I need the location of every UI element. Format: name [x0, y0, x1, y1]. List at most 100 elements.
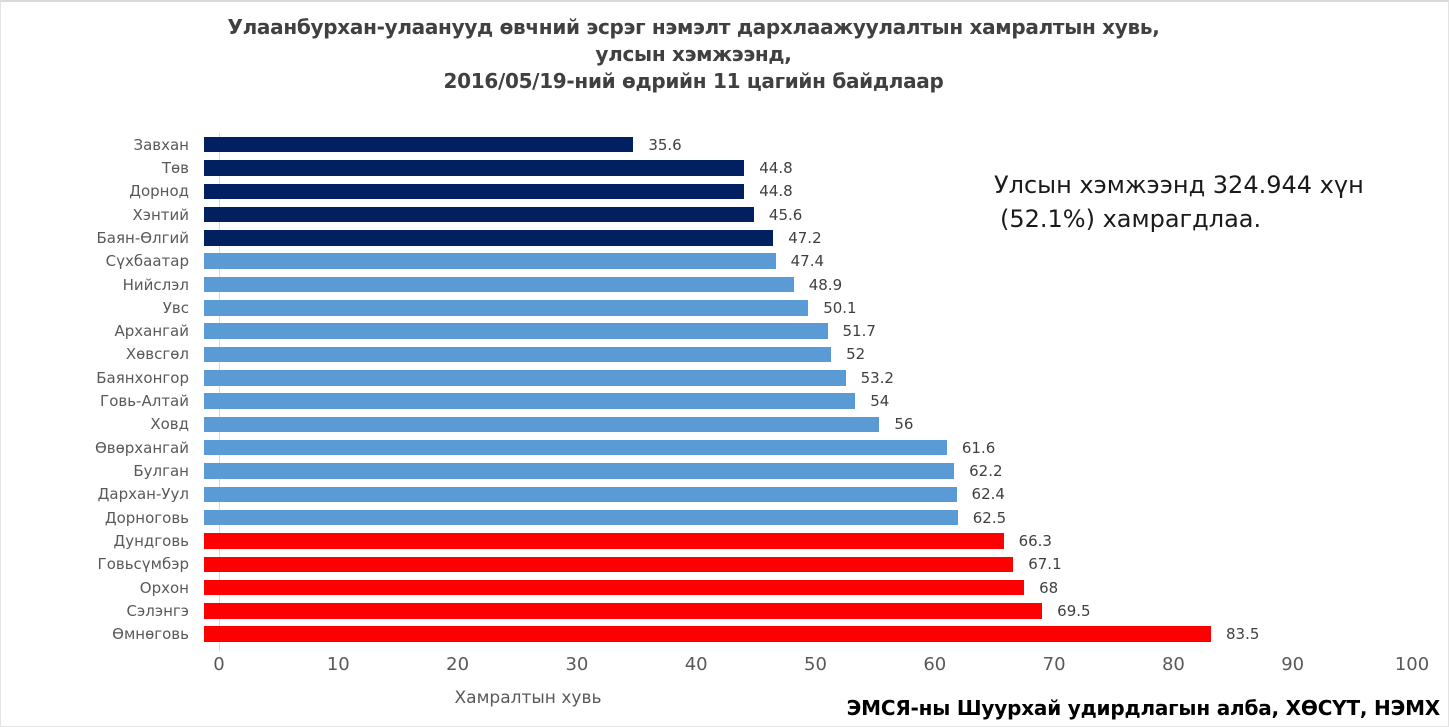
value-label: 44.8 — [759, 182, 793, 201]
bar-row: Нийслэл 48.9 — [1, 273, 1448, 296]
bar — [204, 579, 1025, 596]
x-axis-tick-label: 90 — [1281, 654, 1305, 675]
value-label: 48.9 — [808, 275, 843, 294]
bar-track: 62.5 — [204, 506, 1410, 529]
category-label: Ховд — [150, 415, 189, 434]
bar-row: Өвөрхангай 61.6 — [1, 436, 1448, 459]
bar — [204, 206, 754, 223]
category-label: Хөвсгөл — [125, 345, 189, 364]
category-label: Хэнтий — [132, 205, 189, 224]
value-label: 83.5 — [1226, 625, 1260, 644]
x-axis-tick-label: 40 — [684, 654, 708, 675]
category-label: Дорноговь — [104, 508, 189, 527]
category-label: Дундговь — [113, 531, 189, 550]
bar-track: 35.6 — [204, 133, 1410, 156]
category-label: Завхан — [133, 135, 189, 154]
bar — [204, 300, 809, 316]
bar — [204, 393, 856, 409]
value-label: 35.6 — [648, 135, 682, 154]
category-label: Нийслэл — [122, 275, 189, 294]
bar — [204, 136, 634, 153]
bar-row: Сэлэнгэ 69.5 — [1, 599, 1448, 622]
value-label: 62.2 — [969, 462, 1003, 481]
bar-row: Орхон 68 — [1, 576, 1448, 599]
value-label: 51.7 — [842, 322, 876, 341]
bar-track: 67.1 — [204, 553, 1410, 576]
annotation-line2: (52.1%) хамрагдлаа. — [1000, 205, 1262, 233]
bar-track: 61.6 — [204, 436, 1410, 459]
category-label: Дорнод — [129, 182, 189, 201]
bar-row: Хөвсгөл 52 — [1, 343, 1448, 366]
bar-row: Архангай 51.7 — [1, 320, 1448, 343]
x-axis-tick-label: 100 — [1394, 654, 1430, 675]
bar-track: 45.6 — [204, 203, 1410, 226]
bar — [204, 603, 1043, 619]
value-label: 50.1 — [823, 298, 857, 317]
category-label: Баян-Өлгий — [96, 228, 190, 247]
bar — [204, 486, 957, 503]
bar — [204, 556, 1014, 573]
bar — [204, 276, 794, 293]
bar — [204, 230, 774, 246]
chart-title-line2: улсын хэмжээнд, — [595, 42, 792, 66]
bar-chart: Завхан 35.6 Төв 44.8 Дорнод 44.8 Хэнтий 45.6 Бая… — [1, 133, 1448, 646]
category-label: Сүхбаатар — [105, 252, 189, 271]
source-credit: ЭМСЯ-ны Шуурхай удирдлагын алба, ХӨСҮТ, … — [846, 696, 1441, 720]
bar-row: Увс 50.1 — [1, 296, 1448, 319]
bar-track: 51.7 — [204, 320, 1410, 343]
bar-row: Говьсүмбэр 67.1 — [1, 553, 1448, 576]
category-label: Дархан-Уул — [97, 485, 189, 504]
category-label: Архангай — [114, 322, 189, 341]
bar — [204, 323, 828, 339]
x-axis-tick-label: 80 — [1161, 654, 1185, 675]
bar-row: Дундговь 66.3 — [1, 529, 1448, 552]
y-axis-line — [219, 133, 220, 651]
bar — [204, 183, 745, 200]
category-label: Өвөрхангай — [94, 438, 189, 457]
bar — [204, 463, 955, 479]
annotation-text: Улсын хэмжээнд 324.944 хүн (52.1%) хамра… — [994, 168, 1364, 236]
bar-row: Хэнтий 45.6 — [1, 203, 1448, 226]
bar-track: 53.2 — [204, 366, 1410, 389]
x-axis-tick-label: 30 — [565, 654, 589, 675]
bar — [204, 533, 1004, 549]
value-label: 62.5 — [972, 508, 1007, 527]
bar — [204, 253, 776, 269]
bar — [204, 160, 745, 176]
bar-row: Завхан 35.6 — [1, 133, 1448, 156]
value-label: 44.8 — [759, 158, 793, 177]
bar-track: 62.2 — [204, 459, 1410, 482]
category-label: Өмнөговь — [112, 625, 189, 644]
chart-title-line3: 2016/05/19-ний өдрийн 11 цагийн байдлаар — [443, 69, 944, 93]
bar-track: 50.1 — [204, 296, 1410, 319]
value-label: 53.2 — [860, 368, 894, 387]
bar-row: Говь-Алтай 54 — [1, 389, 1448, 412]
x-axis-tick-label: 50 — [804, 654, 827, 675]
bar-row: Төв 44.8 — [1, 156, 1448, 179]
value-label: 61.6 — [961, 438, 996, 457]
x-axis-tick-label: 20 — [446, 654, 470, 675]
category-label: Булган — [133, 462, 189, 481]
x-axis-ticks: 0 10 20 30 40 50 60 70 80 90 100 — [213, 654, 1429, 676]
bar-track: 83.5 — [204, 623, 1410, 646]
bar-track: 54 — [204, 389, 1410, 412]
value-label: 47.4 — [790, 252, 825, 271]
bar — [204, 370, 846, 386]
category-label: Увс — [162, 298, 189, 317]
x-axis-tick-label: 0 — [213, 654, 225, 675]
value-label: 56 — [894, 415, 914, 434]
bar-track: 47.2 — [204, 226, 1410, 249]
chart-title: Улаанбурхан-улаанууд өвчний эсрэг нэмэлт… — [1, 14, 1448, 95]
bar-row: Дорнод 44.8 — [1, 180, 1448, 203]
value-label: 54 — [870, 392, 890, 411]
bar-row: Булган 62.2 — [1, 459, 1448, 482]
value-label: 62.4 — [971, 485, 1005, 504]
value-label: 69.5 — [1057, 601, 1091, 620]
value-label: 66.3 — [1018, 531, 1052, 550]
value-label: 47.2 — [788, 228, 822, 247]
bar-track: 56 — [204, 413, 1410, 436]
category-label: Баянхонгор — [96, 368, 189, 387]
chart-title-line1: Улаанбурхан-улаанууд өвчний эсрэг нэмэлт… — [227, 15, 1160, 39]
bar-track: 62.4 — [204, 483, 1410, 506]
